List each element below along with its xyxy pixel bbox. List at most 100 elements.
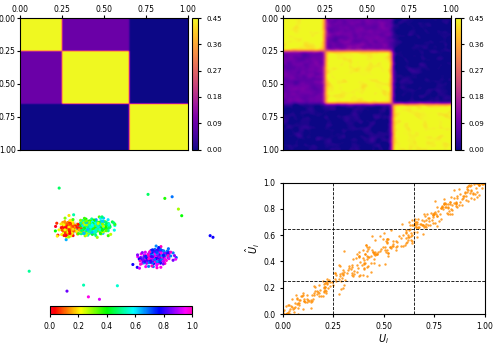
Point — [164, 250, 172, 256]
Point — [82, 216, 90, 222]
Point — [98, 229, 106, 235]
Point — [456, 200, 464, 205]
Point — [145, 260, 153, 266]
Point — [404, 232, 412, 238]
Point — [133, 265, 141, 270]
Point — [92, 223, 100, 229]
Point — [471, 191, 479, 196]
Point — [147, 248, 155, 253]
Point — [298, 293, 306, 299]
Point — [440, 201, 448, 207]
Point — [467, 188, 475, 193]
Point — [414, 216, 422, 222]
Point — [462, 193, 470, 199]
Point — [68, 229, 76, 234]
Point — [160, 260, 168, 266]
Point — [102, 223, 110, 229]
Point — [344, 267, 351, 273]
Point — [52, 228, 60, 234]
Point — [87, 223, 95, 229]
Point — [99, 218, 107, 224]
Point — [299, 292, 307, 297]
Point — [315, 290, 323, 296]
Point — [149, 255, 157, 260]
Point — [79, 222, 87, 228]
Point — [151, 252, 159, 257]
Point — [98, 226, 106, 232]
Point — [402, 239, 410, 245]
Point — [338, 275, 345, 281]
Point — [160, 248, 168, 254]
Point — [85, 227, 93, 233]
Point — [430, 210, 438, 216]
Point — [87, 226, 95, 232]
Point — [359, 272, 367, 278]
Point — [460, 193, 468, 199]
Point — [92, 229, 100, 235]
Point — [290, 309, 298, 315]
Point — [84, 227, 92, 233]
Point — [440, 201, 448, 207]
Point — [62, 225, 70, 230]
Point — [354, 274, 362, 279]
Point — [368, 253, 376, 259]
Point — [438, 204, 446, 210]
Point — [475, 182, 483, 187]
Point — [66, 217, 74, 223]
Point — [80, 221, 88, 227]
Point — [446, 212, 454, 217]
Point — [400, 243, 407, 249]
Point — [437, 205, 445, 211]
Point — [98, 214, 106, 220]
Point — [88, 221, 96, 226]
Point — [152, 249, 160, 255]
Point — [312, 291, 320, 297]
Point — [86, 225, 94, 231]
Point — [477, 180, 485, 186]
Point — [154, 253, 162, 259]
Point — [305, 297, 313, 303]
Point — [380, 236, 388, 242]
Point — [60, 223, 68, 229]
Point — [341, 277, 349, 283]
Point — [363, 257, 371, 262]
Point — [110, 220, 118, 226]
Point — [407, 230, 415, 236]
Point — [70, 212, 78, 218]
Point — [87, 228, 95, 234]
Point — [62, 226, 70, 232]
Point — [111, 223, 119, 229]
Point — [349, 273, 357, 279]
Point — [440, 200, 448, 206]
Point — [82, 226, 90, 231]
Point — [68, 231, 76, 237]
Point — [162, 252, 170, 258]
Point — [412, 234, 420, 240]
Point — [414, 219, 422, 225]
Point — [434, 204, 442, 210]
Point — [57, 221, 65, 227]
Point — [438, 206, 446, 212]
Point — [400, 243, 408, 248]
Point — [89, 221, 97, 227]
Point — [406, 219, 413, 225]
Point — [286, 302, 294, 308]
Point — [448, 207, 456, 213]
Point — [389, 244, 397, 249]
Point — [58, 219, 66, 225]
Point — [436, 205, 444, 211]
Point — [169, 257, 177, 263]
Point — [364, 254, 372, 260]
Point — [298, 291, 306, 296]
Point — [442, 204, 450, 210]
Point — [150, 264, 158, 269]
Point — [370, 256, 378, 262]
Point — [336, 271, 344, 277]
Point — [136, 265, 143, 271]
Point — [330, 270, 338, 275]
Point — [301, 299, 309, 305]
Point — [140, 260, 148, 266]
Point — [429, 211, 437, 217]
Point — [90, 229, 98, 235]
Point — [284, 302, 292, 308]
